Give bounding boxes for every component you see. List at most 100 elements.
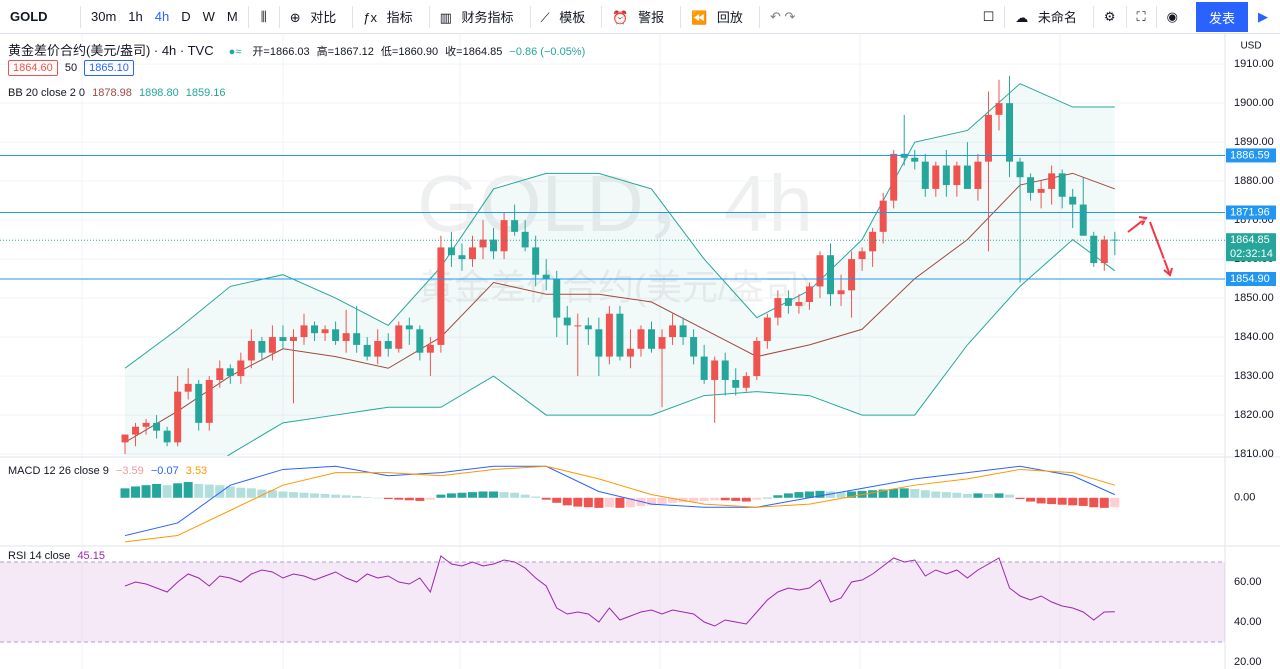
bid[interactable]: 1864.60 <box>8 60 58 76</box>
candle-body <box>1058 173 1066 197</box>
candle-body <box>837 290 845 295</box>
interval[interactable]: M <box>226 9 238 24</box>
candle-body <box>205 379 213 423</box>
interval[interactable]: 1h <box>128 9 143 24</box>
macd-hist <box>510 492 520 498</box>
legend-title-row: 黄金差价合约(美元/盎司) · 4h · TVC ●≈ 开=1866.03 高=… <box>8 43 586 58</box>
y-tick-label: 1820.00 <box>1234 409 1274 421</box>
ohlc: 低=1860.90 <box>380 46 439 58</box>
vertical-grid <box>81 34 1061 669</box>
candle-body <box>142 422 150 427</box>
macd-hist <box>689 497 699 502</box>
macd-hist <box>299 492 309 498</box>
bb-lower <box>226 238 1116 456</box>
macd-hist <box>120 488 130 498</box>
macd-hist <box>204 484 214 498</box>
macd-hist <box>625 497 635 508</box>
candle-body <box>247 340 255 361</box>
level-label: 1854.90 <box>1230 273 1270 285</box>
candle-body <box>289 337 297 341</box>
alerts-label: 警报 <box>638 10 665 25</box>
macd-hist <box>931 491 941 498</box>
candle-body <box>932 165 940 189</box>
interval[interactable]: D <box>181 9 191 24</box>
macd-hist <box>973 493 983 498</box>
macd-hist <box>836 492 846 498</box>
macd-hist <box>446 493 456 498</box>
candle-body <box>805 286 813 302</box>
replay[interactable]: ⏪ 回放 <box>685 7 755 26</box>
candle-body <box>511 220 519 232</box>
candle-body <box>1037 188 1045 193</box>
indicators[interactable]: ƒx 指标 <box>357 7 424 26</box>
macd-hist <box>415 497 425 501</box>
interval[interactable]: 30m <box>91 9 117 24</box>
candle-body <box>132 426 140 435</box>
macd-hist <box>373 497 383 499</box>
candle-body <box>458 255 466 260</box>
candle-body <box>374 340 382 357</box>
macd-hist <box>310 493 320 498</box>
macd-hist <box>278 491 288 498</box>
macd-name: MACD 12 26 close 9 <box>8 465 109 477</box>
candle-body <box>658 337 666 349</box>
publish-button[interactable]: 发表 <box>1196 2 1248 32</box>
macd-hist <box>952 492 962 498</box>
symbol[interactable]: GOLD <box>10 9 48 24</box>
macd-hist <box>246 488 256 498</box>
candle-body <box>395 325 403 349</box>
bb-legend: BB 20 close 2 0 1878.98 1898.80 1859.16 <box>8 87 230 99</box>
macd-hist <box>594 497 604 508</box>
candle-body <box>742 376 750 388</box>
ohlc: 高=1867.12 <box>316 46 374 58</box>
candle-body <box>479 239 487 248</box>
macd-hist <box>552 497 562 503</box>
macd-hist <box>804 491 814 498</box>
compare[interactable]: ⊕ 对比 <box>284 7 349 26</box>
candle-body <box>279 337 287 341</box>
macd-hist <box>773 495 783 498</box>
macd-hist <box>362 497 372 498</box>
templates[interactable]: ⟋ 模板 <box>535 7 598 26</box>
candle-body <box>174 391 182 443</box>
candle-body <box>953 165 961 186</box>
candle-body <box>648 329 655 349</box>
macd-line <box>124 465 1115 543</box>
price-pane <box>121 75 1119 456</box>
macd-hist <box>615 497 625 508</box>
countdown: 02:32:14 <box>1230 248 1273 260</box>
macd-hist <box>1015 497 1025 500</box>
play[interactable]: ▶ <box>1258 8 1268 24</box>
candle-body <box>911 157 919 162</box>
macd-hist <box>457 492 467 498</box>
macd-hist <box>762 497 772 499</box>
candle-body <box>584 325 592 330</box>
ohlc: 收=1864.85 <box>445 46 503 58</box>
macd-hist <box>141 485 151 498</box>
macd-hist <box>1068 497 1078 506</box>
candle-body <box>690 337 698 357</box>
alerts[interactable]: ⏰ 警报 <box>606 7 676 26</box>
bb-middle <box>124 172 1115 443</box>
candle-body <box>816 255 824 287</box>
macd-value: −3.59 <box>115 465 144 477</box>
candle-body <box>1111 239 1119 241</box>
candle-body <box>921 161 929 189</box>
macd-hist <box>815 490 825 498</box>
macd-hist <box>1110 497 1120 508</box>
last-price-box <box>1226 233 1276 262</box>
candle-body <box>332 329 340 341</box>
candle-body <box>732 379 740 388</box>
candle-body <box>626 348 634 357</box>
macd-hist <box>826 491 836 498</box>
macd-hist <box>341 495 351 498</box>
macd-hist <box>225 486 235 498</box>
ask[interactable]: 1865.10 <box>84 60 134 76</box>
interval[interactable]: W <box>202 9 215 24</box>
macd-hist <box>320 494 330 498</box>
candle-body <box>1016 161 1024 178</box>
layout[interactable]: ☁ 未命名 <box>1009 7 1089 26</box>
candle-body <box>195 383 203 423</box>
financials[interactable]: ▥ 财务指标 <box>434 7 526 26</box>
interval[interactable]: 4h <box>154 9 170 24</box>
